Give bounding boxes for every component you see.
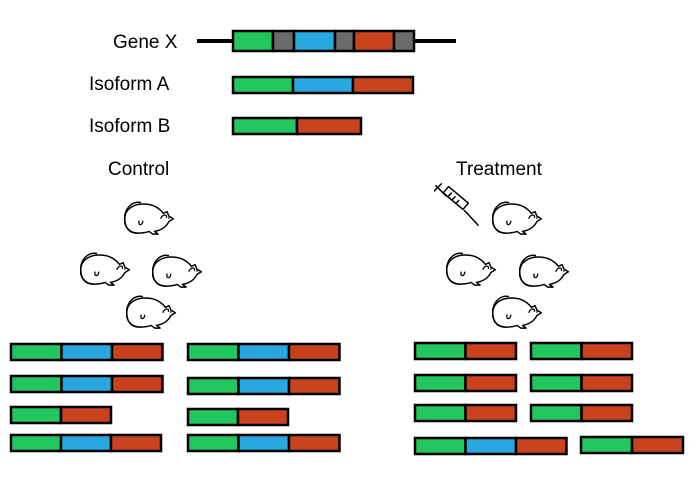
intron-segment [271,29,296,53]
transcript-isoform-a [186,342,341,362]
exon1-segment [413,436,467,456]
exon3-segment [59,405,113,425]
exon1-segment [231,29,275,53]
intron-segment [392,29,416,53]
control-label: Control [108,159,169,180]
exon2-segment [237,376,291,396]
treatment-transcripts [413,341,685,456]
transcript-isoform-b [529,341,634,361]
exon3-segment [580,403,634,423]
exon1-segment [9,405,63,425]
exon3-segment [580,373,634,393]
exon1-segment [186,342,240,362]
isoform-b-bar [231,116,363,136]
exon3-segment [351,75,415,95]
mouse-icon [492,201,543,235]
exon3-segment [464,341,518,361]
exon2-segment [464,436,518,456]
transcript-isoform-b [413,373,518,393]
transcript-isoform-a [9,374,164,394]
exon3-segment [287,342,341,362]
transcript-isoform-a [413,436,568,456]
mouse-icon [519,254,570,288]
exon2-segment [237,342,291,362]
isoform-b-segments [231,116,363,136]
mouse-icon [126,295,177,329]
treatment-mice [434,183,570,329]
isoform-a-bar [231,75,415,95]
exon3-segment [295,116,363,136]
exon1-segment [579,435,634,455]
exon2-segment [292,29,337,53]
intron-segment [333,29,356,53]
exon1-segment [231,116,299,136]
exon3-segment [109,433,163,453]
exon3-segment [464,373,518,393]
exon1-segment [186,376,240,396]
exon3-segment [287,376,341,396]
exon1-segment [413,373,467,393]
exon3-segment [287,433,341,453]
exon1-segment [9,374,63,394]
exon3-segment [110,374,164,394]
exon1-segment [413,341,467,361]
transcript-isoform-b [9,405,113,425]
isoform-a-label: Isoform A [89,74,170,95]
exon2-segment [237,433,291,453]
exon1-segment [413,403,467,423]
exon3-segment [464,403,518,423]
transcript-isoform-b [579,435,685,455]
exon1-segment [529,403,583,423]
transcript-isoform-b [529,403,634,423]
exon1-segment [231,75,295,95]
exon2-segment [291,75,355,95]
transcript-isoform-b [529,373,634,393]
exon1-segment [529,373,583,393]
exon3-segment [236,407,290,427]
transcript-isoform-b [186,407,290,427]
transcript-isoform-a [9,433,163,453]
control-mice [80,201,203,329]
transcript-isoform-b [413,403,518,423]
mouse-icon [80,252,131,286]
gene-exon-bar [231,29,416,53]
exon2-segment [60,342,114,362]
exon1-segment [186,433,240,453]
isoform-a-segments [231,75,415,95]
control-transcripts [9,342,341,453]
syringe-icon [434,183,479,227]
exon1-segment [9,433,63,453]
exon3-segment [630,435,685,455]
exon1-segment [529,341,583,361]
mouse-icon [446,252,497,286]
exon3-segment [580,341,634,361]
mouse-icon [124,201,175,235]
isoform-b-label: Isoform B [89,116,170,137]
mouse-icon [152,254,203,288]
exon1-segment [186,407,240,427]
exon3-segment [110,342,164,362]
exon2-segment [60,374,114,394]
mouse-icon [492,295,543,329]
transcript-isoform-a [186,376,341,396]
exon1-segment [9,342,63,362]
transcript-isoform-a [9,342,164,362]
transcript-isoform-b [413,341,518,361]
transcript-isoform-a [186,433,341,453]
exon3-segment [514,436,568,456]
gene-structure [197,29,456,53]
treatment-label: Treatment [456,159,543,180]
exon2-segment [59,433,113,453]
gene-label: Gene X [113,32,178,53]
exon3-segment [352,29,396,53]
